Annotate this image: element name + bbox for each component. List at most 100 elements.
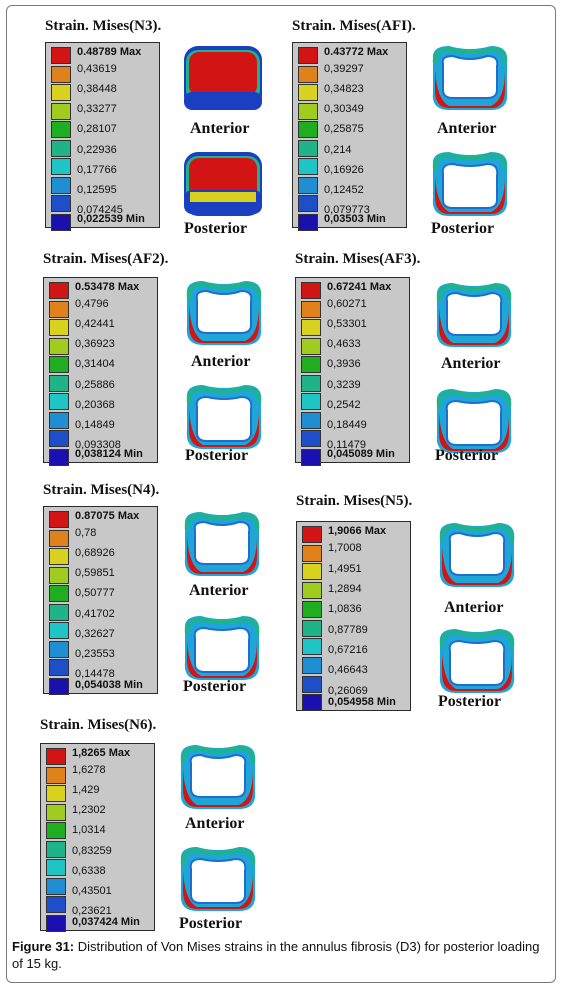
color-legend: 1,8265 Max 1,6278 1,429 1,2302 1,0314 0,83259… — [40, 743, 155, 932]
posterior-view-image — [175, 841, 261, 922]
legend-swatch — [46, 803, 66, 821]
legend-max-value: 1,9066 Max — [328, 525, 387, 537]
legend-value: 0,25875 — [324, 123, 364, 136]
legend-swatch — [301, 411, 321, 429]
legend-value: 1,0314 — [72, 824, 106, 837]
legend-swatch — [49, 566, 69, 584]
legend-value: 0,14849 — [75, 418, 115, 431]
legend-swatch — [298, 102, 318, 120]
posterior-label: Posterior — [179, 915, 243, 932]
legend-swatch — [49, 430, 69, 447]
legend-swatch — [49, 282, 69, 299]
legend-swatch — [49, 585, 69, 602]
legend-swatch — [49, 337, 69, 355]
legend-value: 0,33277 — [77, 103, 117, 116]
legend-value: 0,25886 — [75, 378, 115, 391]
legend-value: 0,3239 — [327, 378, 361, 391]
caption-text: Distribution of Von Mises strains in the… — [12, 939, 540, 971]
legend-value: 0,23621 — [72, 904, 112, 917]
legend-swatch — [49, 511, 69, 528]
legend-swatch — [298, 158, 318, 175]
posterior-view-image — [434, 623, 520, 704]
legend-value: 0,6338 — [72, 864, 106, 877]
legend-value: 0,26069 — [328, 684, 368, 697]
legend-swatch — [302, 563, 322, 581]
legend-min-value: 0,022539 Min — [77, 213, 145, 225]
legend-value: 0,42441 — [75, 318, 115, 331]
color-legend: 0.67241 Max 0,60271 0,53301 0,4633 0,3936 0,3… — [295, 277, 410, 466]
legend-value: 0,4633 — [327, 338, 361, 351]
posterior-label: Posterior — [438, 693, 502, 710]
anterior-label: Anterior — [190, 120, 250, 137]
legend-min-value: 0,03503 Min — [324, 213, 386, 225]
anterior-label: Anterior — [191, 353, 251, 370]
legend-swatch — [51, 121, 71, 138]
legend-value: 1,429 — [72, 784, 100, 797]
legend-value: 0,4796 — [75, 298, 109, 311]
legend-value: 0,079773 — [324, 203, 370, 216]
legend-swatch — [46, 766, 66, 784]
panel-title: Strain. Mises(N5). — [296, 493, 413, 509]
legend-value: 0,32627 — [75, 627, 115, 640]
anterior-view-image — [181, 275, 267, 356]
legend-swatch — [298, 47, 318, 64]
legend-swatch — [49, 356, 69, 373]
legend-min-value: 0,037424 Min — [72, 916, 140, 928]
posterior-view-image — [427, 146, 513, 227]
figure-frame — [6, 5, 556, 983]
legend-swatch — [301, 319, 321, 336]
legend-swatch — [51, 47, 71, 64]
legend-swatch — [301, 300, 321, 318]
legend-value: 0,87789 — [328, 623, 368, 636]
legend-swatch — [298, 65, 318, 83]
legend-swatch — [46, 840, 66, 858]
legend-swatch — [49, 603, 69, 621]
legend-swatch — [49, 393, 69, 410]
legend-swatch — [51, 102, 71, 120]
legend-swatch — [46, 785, 66, 802]
legend-min-value: 0,045089 Min — [327, 448, 395, 460]
legend-value: 0,12595 — [77, 183, 117, 196]
legend-value: 0,11479 — [327, 438, 366, 451]
panel-title: Strain. Mises(AF2). — [43, 251, 169, 267]
panel-title: Strain. Mises(AFI). — [292, 18, 416, 34]
legend-value: 0,34823 — [324, 83, 364, 96]
legend-swatch — [302, 544, 322, 562]
legend-swatch — [46, 914, 66, 932]
legend-swatch — [298, 176, 318, 194]
legend-value: 0,39297 — [324, 63, 364, 76]
legend-value: 0,23553 — [75, 647, 115, 660]
anterior-label: Anterior — [189, 582, 249, 599]
legend-swatch — [302, 582, 322, 600]
panel-title: Strain. Mises(N4). — [43, 482, 160, 498]
legend-min-value: 0,054038 Min — [75, 679, 143, 691]
legend-swatch — [302, 675, 322, 693]
legend-swatch — [302, 526, 322, 543]
panel-title: Strain. Mises(AF3). — [295, 251, 421, 267]
legend-swatch — [302, 656, 322, 674]
legend-swatch — [301, 337, 321, 355]
legend-value: 0,18449 — [327, 418, 367, 431]
legend-swatch — [302, 619, 322, 637]
legend-value: 0,59851 — [75, 567, 115, 580]
anterior-label: Anterior — [444, 599, 504, 616]
figure-caption: Figure 31: Distribution of Von Mises str… — [12, 938, 552, 972]
legend-value: 0,3936 — [327, 358, 361, 371]
posterior-view-image — [180, 146, 266, 227]
color-legend: 0.53478 Max 0,4796 0,42441 0,36923 0,31404 0,… — [43, 277, 158, 466]
legend-value: 0,20368 — [75, 398, 115, 411]
caption-label: Figure 31: — [12, 939, 75, 954]
posterior-label: Posterior — [183, 678, 247, 695]
legend-swatch — [49, 411, 69, 429]
legend-swatch — [49, 529, 69, 547]
legend-value: 0,41702 — [75, 607, 115, 620]
legend-swatch — [49, 300, 69, 318]
legend-value: 0,43619 — [77, 63, 117, 76]
legend-max-value: 0.87075 Max — [75, 510, 140, 522]
legend-swatch — [301, 430, 321, 447]
legend-value: 0,53301 — [327, 318, 367, 331]
legend-value: 0,38448 — [77, 83, 117, 96]
anterior-view-image — [180, 40, 266, 121]
legend-value: 0,093308 — [75, 438, 121, 451]
legend-swatch — [49, 374, 69, 392]
